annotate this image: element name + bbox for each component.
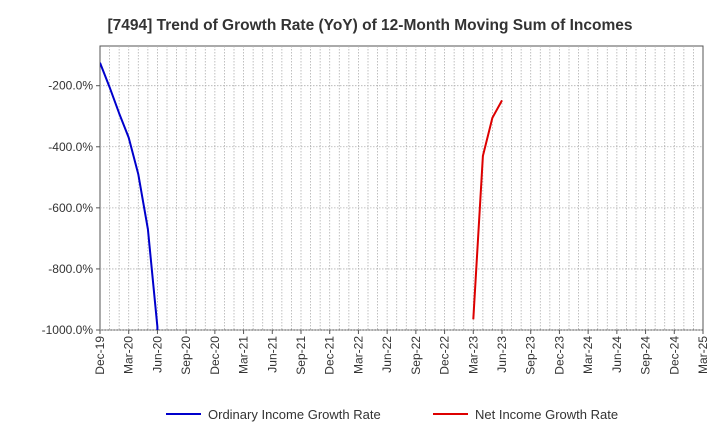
x-axis: Dec-19 Mar-20 Jun-20 Sep-20 Dec-20 Mar-21 Jun-…	[93, 330, 710, 375]
legend: Ordinary Income Growth Rate Net Income Gr…	[166, 407, 618, 422]
plot-background	[100, 46, 703, 330]
x-tick-label: Sep-20	[179, 336, 193, 375]
x-tick-label: Mar-22	[351, 336, 365, 374]
x-tick-label: Mar-21	[237, 336, 251, 374]
x-tick-label: Mar-24	[581, 336, 595, 374]
x-tick-label: Sep-22	[409, 336, 423, 375]
x-tick-label: Jun-21	[265, 336, 279, 373]
x-tick-label: Sep-23	[524, 336, 538, 375]
x-tick-label: Sep-21	[294, 336, 308, 375]
chart-title: [7494] Trend of Growth Rate (YoY) of 12-…	[107, 17, 632, 34]
legend-label: Ordinary Income Growth Rate	[208, 407, 381, 422]
legend-label: Net Income Growth Rate	[475, 407, 618, 422]
y-tick-label: -1000.0%	[42, 323, 94, 337]
grid	[100, 46, 703, 331]
x-tick-label: Dec-20	[208, 336, 222, 375]
series-layer	[100, 62, 503, 330]
y-tick-label: -600.0%	[48, 201, 93, 215]
x-tick-label: Dec-21	[323, 336, 337, 375]
x-tick-label: Dec-19	[93, 336, 107, 375]
x-tick-label: Mar-25	[696, 336, 710, 374]
x-tick-label: Jun-23	[495, 336, 509, 373]
y-axis: -1000.0% -800.0% -600.0% -400.0% -200.0%	[42, 79, 100, 337]
x-tick-label: Jun-20	[150, 336, 164, 373]
x-tick-label: Jun-22	[380, 336, 394, 373]
x-tick-label: Dec-24	[667, 336, 681, 375]
x-tick-label: Mar-20	[122, 336, 136, 374]
x-tick-label: Dec-23	[552, 336, 566, 375]
y-tick-label: -200.0%	[48, 79, 93, 93]
plot-area	[99, 45, 704, 331]
y-tick-label: -800.0%	[48, 262, 93, 276]
series-line-net-income	[472, 99, 503, 320]
x-tick-label: Jun-24	[610, 336, 624, 373]
series-line-ordinary-income	[100, 62, 159, 330]
x-tick-label: Sep-24	[639, 336, 653, 375]
x-tick-label: Dec-22	[438, 336, 452, 375]
x-tick-label: Mar-23	[466, 336, 480, 374]
y-tick-label: -400.0%	[48, 140, 93, 154]
